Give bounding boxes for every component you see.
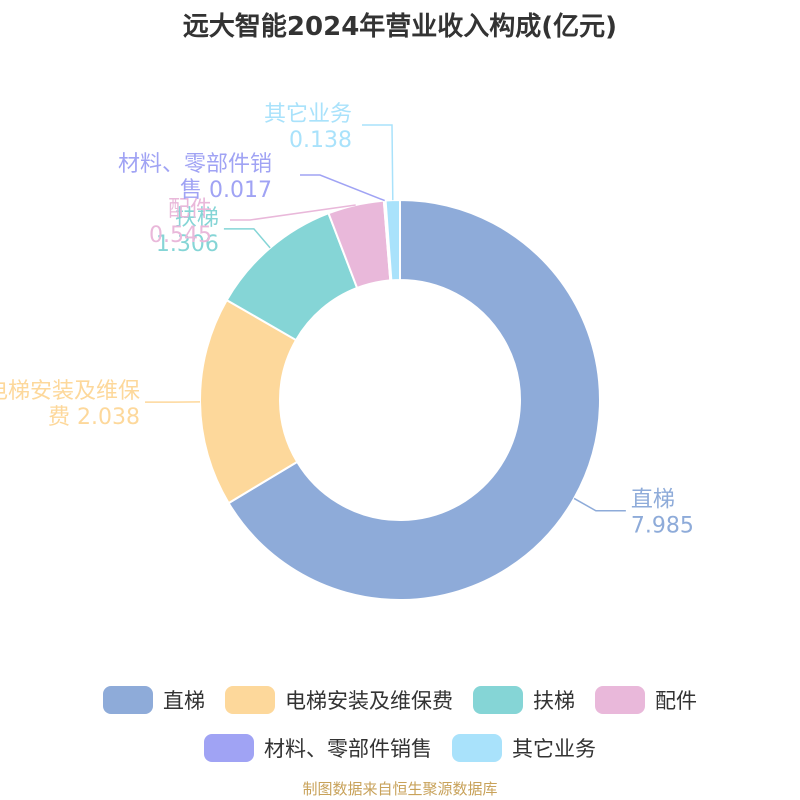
slice-label-value: 费 2.038 [48, 405, 140, 430]
legend-item[interactable]: 材料、零部件销售 [204, 733, 432, 763]
legend-label: 配件 [655, 689, 697, 713]
legend-swatch [204, 734, 254, 762]
slice-label-value: 0.138 [289, 128, 352, 153]
legend-item[interactable]: 扶梯 [473, 685, 575, 715]
legend-row: 材料、零部件销售 其它业务 [0, 733, 800, 763]
donut-slice[interactable] [227, 198, 601, 601]
legend-swatch [595, 686, 645, 714]
legend-label: 电梯安装及维保费 [285, 689, 453, 713]
slice-label-name: 电梯安装及维保 [0, 379, 140, 404]
slice-label-value: 0.545 [149, 223, 212, 248]
legend-item[interactable]: 直梯 [103, 685, 205, 715]
donut-slice[interactable] [199, 298, 299, 505]
chart-title: 远大智能2024年营业收入构成(亿元) [182, 12, 618, 42]
slice-label-value: 1.306 [156, 232, 219, 257]
legend: 直梯 电梯安装及维保费 扶梯 配件 材料、零部件销售 其它业务 [0, 685, 800, 781]
legend-swatch [473, 686, 523, 714]
legend-label: 材料、零部件销售 [264, 737, 432, 761]
slice-label-name: 直梯 [631, 488, 675, 513]
legend-swatch [452, 734, 502, 762]
slice-label-name: 材料、零部件销 [118, 152, 272, 177]
leader-line [300, 174, 385, 202]
leader-line [573, 497, 626, 512]
leader-line [223, 228, 271, 249]
label-leader-lines [145, 124, 626, 512]
legend-label: 扶梯 [533, 689, 575, 713]
leader-line [230, 204, 356, 221]
slice-label-name: 配件 [168, 197, 212, 222]
legend-item[interactable]: 其它业务 [452, 733, 596, 763]
legend-swatch [103, 686, 153, 714]
legend-item[interactable]: 配件 [595, 685, 697, 715]
legend-row: 直梯 电梯安装及维保费 扶梯 配件 [0, 685, 800, 715]
leader-line [362, 124, 394, 201]
slice-label-name: 其它业务 [264, 102, 352, 127]
source-note: 制图数据来自恒生聚源数据库 [302, 780, 498, 798]
legend-item[interactable]: 电梯安装及维保费 [225, 685, 453, 715]
slice-labels: 直梯7.985 电梯安装及维保费 2.038 扶梯1.306 配件0.545 材料、零部… [0, 102, 694, 539]
slice-label-value: 售 0.017 [180, 178, 272, 203]
legend-label: 其它业务 [512, 737, 596, 761]
legend-swatch [225, 686, 275, 714]
donut-slices [199, 198, 601, 601]
donut-chart: 直梯7.985 电梯安装及维保费 2.038 扶梯1.306 配件0.545 材料、零部… [0, 102, 694, 601]
slice-label-value: 7.985 [631, 514, 694, 539]
slice-label-name: 扶梯 [175, 206, 219, 231]
legend-label: 直梯 [163, 689, 205, 713]
donut-slice[interactable] [384, 198, 401, 282]
